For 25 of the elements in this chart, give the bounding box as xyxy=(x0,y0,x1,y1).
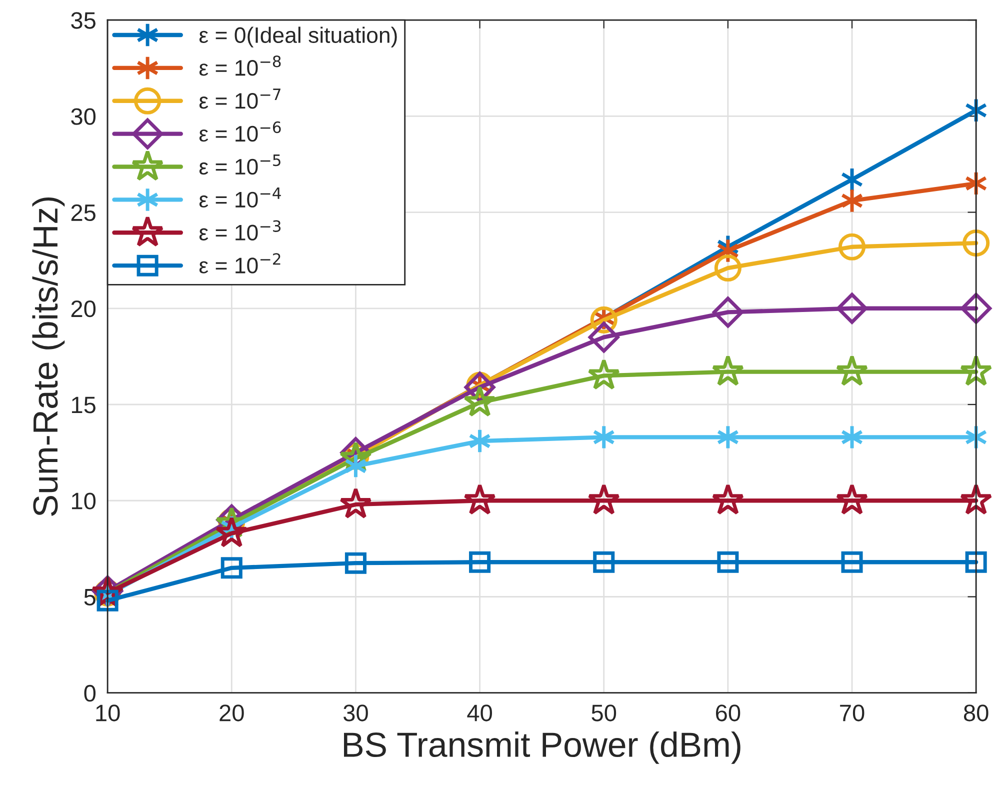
legend-label: ε = 10$^{−7}$ xyxy=(199,88,280,109)
legend-label: ε = 10$^{−4}$ xyxy=(199,187,281,208)
y-tick-label: 0 xyxy=(84,684,96,702)
x-tick-label: 70 xyxy=(840,704,864,722)
legend-label: ε = 10$^{−8}$ xyxy=(199,56,281,76)
y-tick-label: 25 xyxy=(71,204,96,222)
y-axis-title: Sum-Rate (bits/s/Hz) xyxy=(32,197,65,516)
y-tick-label: 15 xyxy=(72,396,96,414)
legend-label: ε = 10$^{−5}$ xyxy=(199,154,280,175)
legend-label: ε = 10$^{−2}$ xyxy=(199,253,280,274)
x-axis-title: BS Transmit Power (dBm) xyxy=(344,732,740,764)
y-tick-label: 20 xyxy=(71,300,96,318)
legend-label: ε = 10$^{−6}$ xyxy=(199,121,281,142)
legend-label: ε = 0(Ideal situation) xyxy=(199,26,397,48)
x-tick-label: 80 xyxy=(964,704,988,722)
x-tick-label: 50 xyxy=(592,704,616,722)
y-tick-label: 30 xyxy=(71,108,96,125)
x-tick-label: 20 xyxy=(220,704,244,722)
legend-label: ε = 10$^{−3}$ xyxy=(199,220,281,240)
x-tick-label: 30 xyxy=(343,704,368,722)
y-tick-label: 10 xyxy=(72,492,96,510)
x-tick-label: 40 xyxy=(467,704,492,722)
x-tick-label: 10 xyxy=(96,704,120,722)
x-tick-label: 60 xyxy=(716,704,740,722)
y-tick-label: 35 xyxy=(71,12,96,29)
